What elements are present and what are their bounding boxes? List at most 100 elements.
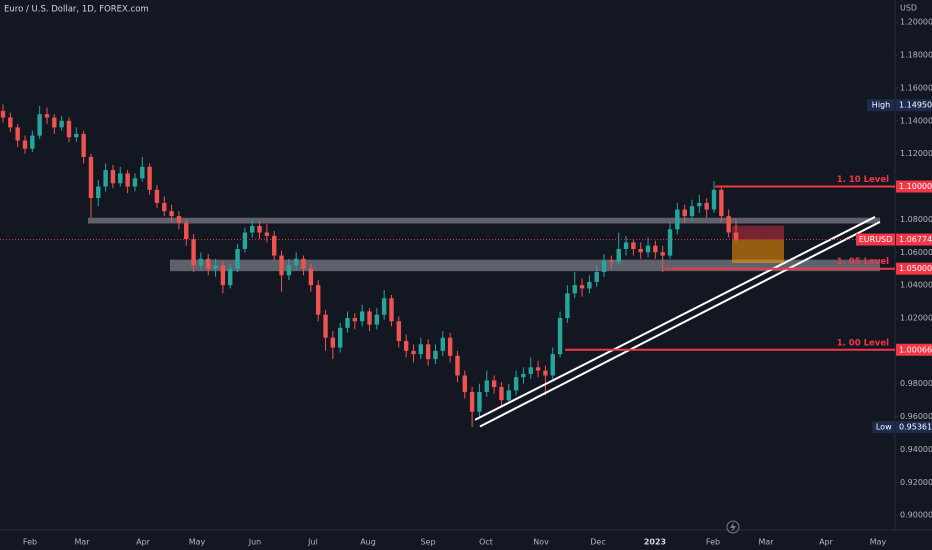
candle-body (594, 271, 599, 282)
candle-body (235, 248, 240, 269)
candle-body (44, 114, 50, 118)
candle-body (550, 354, 555, 376)
candle-body (66, 120, 72, 138)
x-tick-label: Apr (136, 538, 151, 547)
candle-body (162, 202, 167, 212)
price-label-box (896, 99, 932, 112)
candle-body (59, 120, 64, 128)
candle-body (118, 173, 123, 184)
candle-body (359, 311, 365, 322)
candle-body (301, 258, 306, 269)
candle-body (477, 391, 482, 412)
y-tick-label: 1.20000 (900, 18, 932, 27)
candle-body (587, 281, 592, 289)
price-label-box (896, 343, 932, 356)
x-tick-label: May (189, 538, 206, 547)
candle-body (191, 239, 196, 266)
y-tick-label: 1.02000 (900, 314, 932, 323)
candle-body (81, 133, 86, 157)
y-tick-label: 1.12000 (900, 149, 932, 158)
trendline (479, 220, 881, 428)
candle-body (645, 245, 651, 253)
replay-icon[interactable] (726, 520, 740, 534)
candle-body (491, 380, 497, 388)
y-tick-label: 1.04000 (900, 281, 932, 290)
candle-body (403, 341, 409, 351)
price-label: 1.10000 (899, 182, 932, 191)
candle-body (425, 344, 431, 360)
candle-body (579, 285, 585, 289)
x-tick-label: Sep (420, 538, 435, 547)
candle-body (0, 110, 6, 118)
candle-body (103, 170, 108, 187)
candle-body (433, 350, 438, 360)
candle-body (294, 258, 299, 266)
marker-label: High (872, 101, 890, 110)
candle-body (381, 298, 387, 315)
support-zone (170, 259, 880, 272)
candle-body (30, 135, 35, 149)
candle-body (616, 248, 621, 263)
y-tick-label: 0.94000 (900, 445, 932, 454)
y-tick-label: 1.06000 (900, 248, 932, 257)
marker-label-box (856, 233, 895, 246)
candle-body (719, 189, 724, 217)
level-label: 1. 05 Level (837, 257, 889, 267)
candle-body (8, 117, 13, 128)
support-zone (88, 217, 880, 224)
price-label: 1.05000 (899, 264, 932, 273)
candle-body (37, 114, 42, 136)
candle-body (315, 285, 321, 315)
x-tick-label: Jul (307, 538, 318, 547)
x-tick-label: Dec (590, 538, 605, 547)
y-tick-label: 0.92000 (900, 478, 932, 487)
x-tick-label: Mar (758, 538, 774, 547)
x-tick-label: Jun (248, 538, 262, 547)
candle-body (601, 260, 607, 272)
candle-body (667, 229, 673, 256)
candle-body (15, 127, 20, 141)
candle-body (455, 355, 460, 376)
candle-body (697, 202, 702, 207)
x-tick-label: Aug (360, 538, 376, 547)
candle-body (623, 242, 629, 249)
price-label-box (896, 180, 932, 193)
candle-body (272, 235, 277, 256)
y-tick-label: 1.14000 (900, 116, 932, 125)
target-zone (732, 239, 784, 263)
candle-body (184, 222, 189, 240)
candle-body (711, 189, 717, 210)
candle-body (557, 318, 563, 355)
icon-bolt (730, 522, 736, 532)
candle-body (572, 285, 577, 294)
candle-body (528, 367, 533, 374)
candle-body (374, 314, 380, 325)
price-label: 0.95361 (899, 423, 932, 432)
x-tick-label: Nov (533, 538, 549, 547)
candle-body (22, 140, 28, 149)
candle-body (396, 321, 402, 342)
price-label-box (896, 421, 932, 434)
candle-body (345, 318, 350, 328)
x-tick-label: Mar (74, 538, 90, 547)
candle-body (535, 367, 541, 371)
currency-label: USD (900, 4, 917, 13)
candle-body (521, 373, 526, 378)
candle-body (469, 391, 475, 412)
candle-body (462, 375, 467, 392)
chart-title: Euro / U.S. Dollar, 1D, FOREX.com (4, 5, 149, 15)
candle-body (140, 166, 145, 179)
price-label: 1.00066 (899, 345, 932, 354)
price-label: 1.06774 (899, 235, 932, 244)
level-label: 1. 00 Level (837, 338, 889, 348)
candle-body (279, 255, 284, 276)
candle-body (411, 350, 416, 355)
candle-body (638, 248, 643, 253)
candle-body (418, 344, 424, 355)
candle-body (147, 166, 152, 190)
candle-body (689, 206, 695, 217)
candle-body (389, 298, 394, 322)
candle-body (660, 252, 665, 256)
